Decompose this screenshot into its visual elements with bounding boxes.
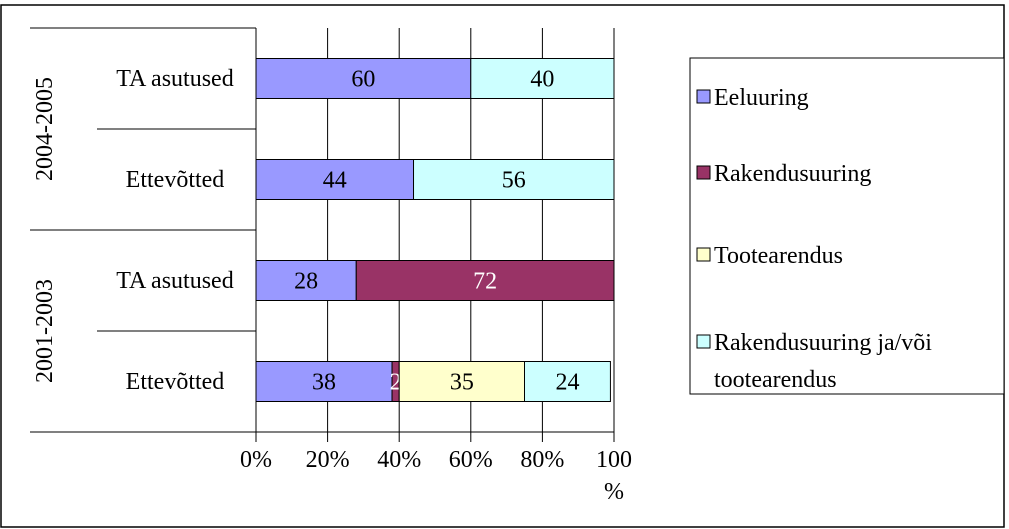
- legend-label: Tootearendus: [714, 243, 843, 269]
- legend-label: Rakendusuuring: [714, 161, 872, 187]
- data-label: 72: [473, 269, 497, 295]
- legend-label: Eeluuring: [714, 85, 809, 111]
- data-label: 2: [390, 370, 402, 396]
- bar-segment: [524, 361, 611, 402]
- bar-segment: [398, 361, 526, 402]
- x-tick-label: 60%: [448, 447, 493, 473]
- legend-label: Rakendusuuring ja/või tootearendus: [714, 330, 932, 393]
- bar-segment: [255, 159, 415, 200]
- y-tick-label: Ettevõtted: [125, 368, 225, 395]
- group-label: 2001-2003: [32, 279, 58, 383]
- x-tick-label: 20%: [305, 447, 350, 473]
- legend-box: [689, 57, 1005, 395]
- y-tick-label: TA asutused: [116, 65, 234, 92]
- data-label: 38: [312, 370, 336, 396]
- data-label: 40: [530, 67, 554, 93]
- legend-swatch: [696, 165, 711, 180]
- bar-segment: [255, 58, 472, 99]
- data-label: 44: [323, 168, 347, 194]
- y-tick-label: Ettevõtted: [125, 166, 225, 193]
- x-tick-label: 40%: [377, 447, 422, 473]
- data-label: 56: [502, 168, 526, 194]
- data-label: 60: [351, 67, 375, 93]
- data-label: 35: [450, 370, 474, 396]
- bar-segment: [255, 260, 357, 301]
- group-label: 2004-2005: [32, 77, 58, 181]
- x-tick-label: 100 %: [596, 447, 632, 505]
- bar-segment: [470, 58, 615, 99]
- data-label: 28: [294, 269, 318, 295]
- bar-segment: [355, 260, 615, 301]
- x-tick-label: 80%: [520, 447, 565, 473]
- x-tick-label: 0%: [240, 447, 272, 473]
- y-tick-label: TA asutused: [116, 267, 234, 294]
- bar-segment: [413, 159, 615, 200]
- legend-swatch: [696, 247, 711, 262]
- legend-swatch: [696, 334, 711, 349]
- legend-swatch: [696, 89, 711, 104]
- data-label: 24: [555, 370, 579, 396]
- bar-segment: [255, 361, 393, 402]
